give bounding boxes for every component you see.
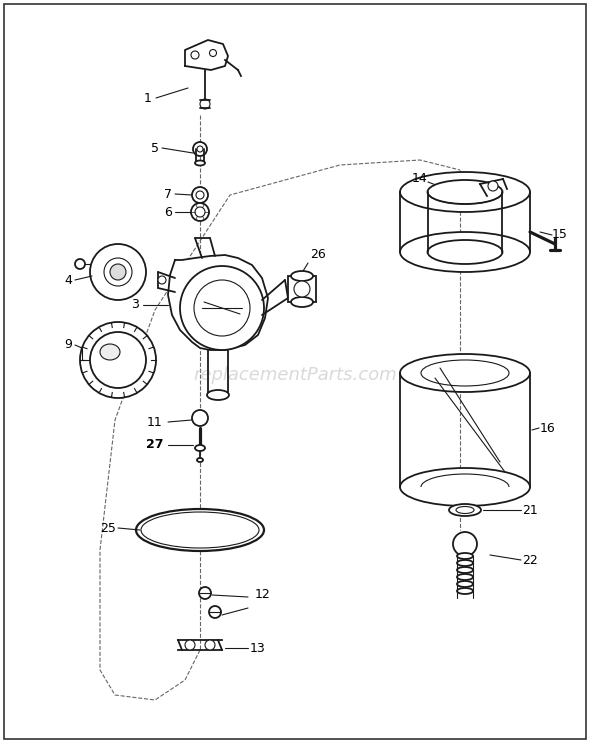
Polygon shape <box>185 40 228 70</box>
Text: replacementParts.com: replacementParts.com <box>193 366 397 384</box>
Circle shape <box>158 276 166 284</box>
Text: 6: 6 <box>164 206 172 218</box>
Ellipse shape <box>195 445 205 451</box>
Circle shape <box>209 50 217 56</box>
Circle shape <box>191 203 209 221</box>
Circle shape <box>90 332 146 388</box>
Circle shape <box>194 280 250 336</box>
Ellipse shape <box>141 512 259 548</box>
Circle shape <box>191 51 199 59</box>
Ellipse shape <box>400 232 530 272</box>
Text: 1: 1 <box>144 91 152 105</box>
Text: 15: 15 <box>552 229 568 241</box>
Text: 5: 5 <box>151 141 159 155</box>
Text: 7: 7 <box>164 187 172 201</box>
Ellipse shape <box>428 180 503 204</box>
Ellipse shape <box>136 509 264 551</box>
Circle shape <box>90 244 146 300</box>
Ellipse shape <box>400 354 530 392</box>
Circle shape <box>197 146 203 152</box>
Circle shape <box>294 281 310 297</box>
Ellipse shape <box>207 390 229 400</box>
Text: 11: 11 <box>147 415 163 429</box>
Ellipse shape <box>428 240 503 264</box>
Circle shape <box>453 532 477 556</box>
Circle shape <box>104 258 132 286</box>
Circle shape <box>199 587 211 599</box>
Ellipse shape <box>457 560 473 566</box>
Circle shape <box>185 640 195 650</box>
Circle shape <box>488 181 498 191</box>
Ellipse shape <box>457 588 473 594</box>
Ellipse shape <box>456 507 474 513</box>
Circle shape <box>80 322 156 398</box>
Text: 4: 4 <box>64 273 72 287</box>
Text: 3: 3 <box>131 299 139 311</box>
Circle shape <box>75 259 85 269</box>
Text: 27: 27 <box>146 438 164 452</box>
Ellipse shape <box>457 574 473 580</box>
Circle shape <box>180 266 264 350</box>
Ellipse shape <box>457 553 473 559</box>
Circle shape <box>209 606 221 618</box>
Circle shape <box>192 187 208 203</box>
Circle shape <box>205 640 215 650</box>
Ellipse shape <box>197 458 203 462</box>
Text: 14: 14 <box>412 172 428 184</box>
Ellipse shape <box>421 360 509 386</box>
Text: 9: 9 <box>64 339 72 351</box>
Text: 21: 21 <box>522 504 538 516</box>
Text: 26: 26 <box>310 248 326 262</box>
Circle shape <box>195 207 205 217</box>
Ellipse shape <box>457 567 473 573</box>
Ellipse shape <box>400 172 530 212</box>
Text: 12: 12 <box>255 588 271 602</box>
Polygon shape <box>168 255 268 350</box>
Text: 25: 25 <box>100 522 116 534</box>
Text: 22: 22 <box>522 554 538 566</box>
Ellipse shape <box>100 344 120 360</box>
Bar <box>288 276 316 302</box>
Circle shape <box>110 264 126 280</box>
Circle shape <box>193 142 207 156</box>
Circle shape <box>196 191 204 199</box>
Circle shape <box>200 99 210 109</box>
Ellipse shape <box>291 271 313 281</box>
Ellipse shape <box>449 504 481 516</box>
Ellipse shape <box>291 297 313 307</box>
Ellipse shape <box>457 581 473 587</box>
Ellipse shape <box>195 160 205 166</box>
Text: 16: 16 <box>540 421 556 435</box>
Ellipse shape <box>400 468 530 506</box>
Text: 13: 13 <box>250 641 266 655</box>
Circle shape <box>192 410 208 426</box>
